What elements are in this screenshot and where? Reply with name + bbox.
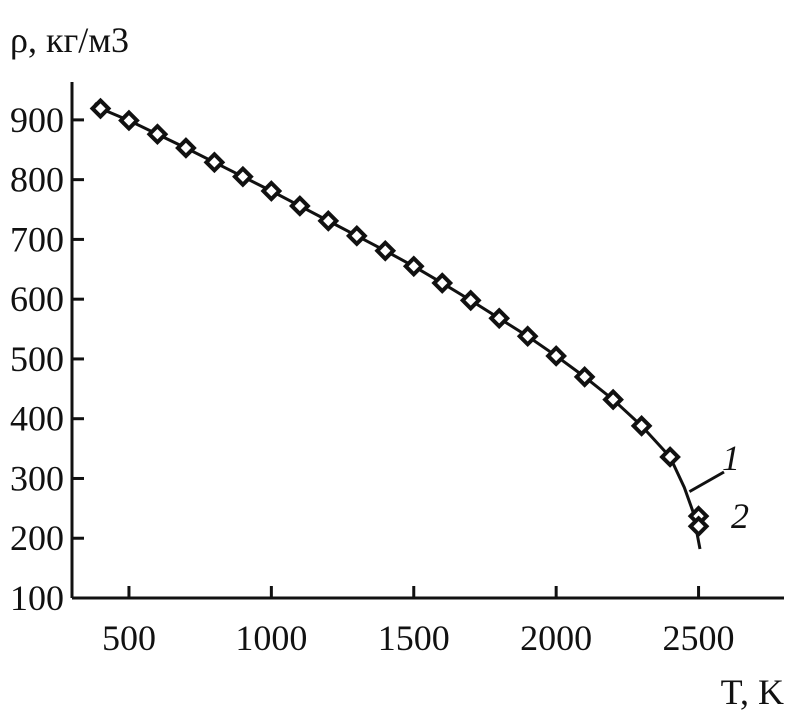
y-tick-label: 800 bbox=[10, 160, 64, 200]
diamond-marker bbox=[232, 165, 254, 188]
diamond-marker bbox=[118, 109, 140, 132]
y-tick-label: 400 bbox=[10, 399, 64, 439]
series-1-label: 1 bbox=[722, 438, 740, 478]
diamond-marker bbox=[260, 180, 283, 202]
x-tick-label: 2000 bbox=[520, 618, 592, 658]
diamond-marker bbox=[516, 325, 539, 348]
diamond-marker bbox=[431, 272, 454, 294]
diamond-marker bbox=[317, 210, 340, 232]
diamond-marker bbox=[545, 345, 567, 367]
diamond-marker bbox=[602, 388, 624, 411]
diamond-marker bbox=[488, 307, 511, 330]
diamond-marker bbox=[630, 415, 653, 437]
diamond-marker bbox=[289, 195, 311, 217]
x-tick-label: 500 bbox=[102, 618, 156, 658]
y-axis-title: ρ, кг/м3 bbox=[10, 20, 129, 60]
labels-layer: 12 bbox=[688, 438, 749, 536]
y-tick-label: 300 bbox=[10, 458, 64, 498]
series-layer bbox=[93, 102, 702, 550]
diamond-marker bbox=[687, 515, 710, 538]
series-1-callout bbox=[688, 470, 725, 493]
series-2-label: 2 bbox=[731, 496, 749, 536]
x-tick-label: 1500 bbox=[378, 618, 450, 658]
y-tick-label: 700 bbox=[10, 219, 64, 259]
diamond-marker bbox=[175, 137, 197, 159]
y-tick-label: 500 bbox=[10, 339, 64, 379]
y-tick-label: 100 bbox=[10, 578, 64, 618]
axes-layer: 100 200 300 400 500 600 700 800 900 500 1000 1500 20… bbox=[10, 20, 784, 712]
x-axis-title: T, K bbox=[721, 672, 784, 712]
diamond-marker bbox=[402, 255, 425, 278]
series-1-line bbox=[93, 102, 702, 550]
diamond-marker bbox=[659, 446, 681, 468]
y-tick-label: 900 bbox=[10, 100, 64, 140]
y-tick-label: 200 bbox=[10, 518, 64, 558]
diamond-marker bbox=[203, 151, 226, 174]
y-tick-label: 600 bbox=[10, 279, 64, 319]
diamond-marker bbox=[459, 289, 482, 312]
diamond-marker bbox=[573, 366, 596, 388]
diamond-marker bbox=[89, 97, 112, 120]
diamond-marker bbox=[146, 123, 169, 146]
x-tick-label: 2500 bbox=[663, 618, 735, 658]
markers-layer bbox=[89, 97, 710, 538]
diamond-marker bbox=[345, 224, 368, 247]
diamond-marker bbox=[374, 239, 397, 262]
x-tick-label: 1000 bbox=[235, 618, 307, 658]
